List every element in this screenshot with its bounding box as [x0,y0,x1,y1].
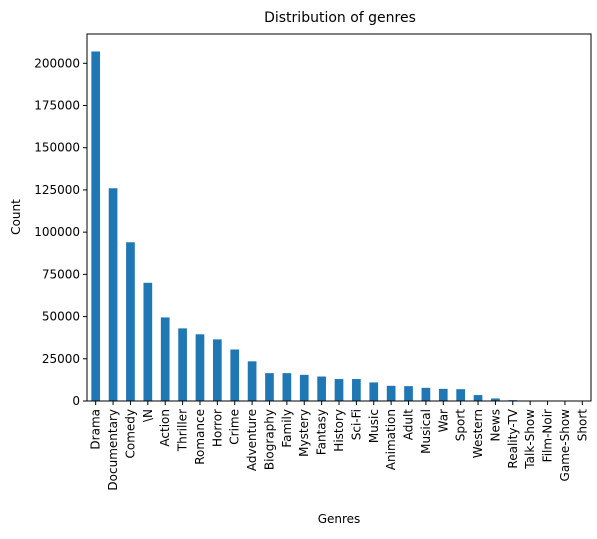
x-tick-label: Adventure [245,409,259,471]
x-tick-label: Documentary [106,409,120,491]
bar-14 [335,379,344,401]
bar-5 [178,328,187,401]
x-tick-label: \N [141,409,155,422]
bars-group [91,51,586,401]
bar-0 [91,51,100,401]
bar-4 [161,317,170,401]
x-tick-label: Mystery [297,409,311,457]
x-tick-label: Crime [228,409,242,445]
x-tick-label: Animation [384,409,398,470]
y-tick-label: 0 [72,394,80,408]
bar-12 [300,375,309,401]
bar-2 [126,242,135,401]
y-tick-label: 125000 [34,183,80,197]
bar-1 [109,188,118,401]
x-tick-label: Music [367,409,381,443]
x-tick-label: Game-Show [558,409,572,482]
x-tick-label: Action [158,409,172,447]
bar-3 [143,283,152,401]
bar-8 [230,350,239,401]
x-tick-label: Comedy [123,409,137,459]
x-tick-label: Western [471,409,485,458]
x-tick-label: Family [280,409,294,448]
y-axis-ticks: 0 25000 50000 75000 100000 125000 150000 175000… [34,56,87,408]
chart-title: Distribution of genres [264,10,416,26]
x-tick-label: Film-Noir [541,409,555,462]
y-tick-label: 200000 [34,56,80,70]
x-tick-label: Short [575,409,589,441]
bar-13 [317,377,326,401]
x-tick-label: Biography [262,409,276,470]
y-tick-label: 25000 [42,352,80,366]
y-tick-label: 75000 [42,267,80,281]
x-tick-label: Talk-Show [523,409,537,470]
x-tick-label: Drama [89,409,103,450]
x-tick-label: Thriller [176,409,190,452]
x-tick-label: Sci-Fi [349,409,363,440]
bar-21 [456,389,465,401]
y-tick-label: 100000 [34,225,80,239]
y-tick-label: 50000 [42,310,80,324]
x-tick-label: News [488,409,502,441]
x-tick-label: Reality-TV [506,408,520,468]
bar-10 [265,373,274,401]
bar-6 [196,334,205,401]
x-tick-label: History [332,409,346,452]
x-tick-label: Romance [193,409,207,465]
bar-20 [439,389,448,401]
x-tick-label: Horror [210,409,224,447]
y-axis-label: Count [9,199,23,235]
x-tick-label: War [436,409,450,432]
bar-11 [283,373,292,401]
x-tick-label: Adult [402,409,416,441]
bar-7 [213,339,222,401]
y-tick-label: 175000 [34,99,80,113]
x-tick-label: Sport [454,409,468,442]
y-tick-label: 150000 [34,141,80,155]
bar-22 [474,395,483,401]
x-tick-label: Fantasy [315,409,329,455]
bar-18 [404,386,413,401]
bar-9 [248,361,257,401]
bar-17 [387,386,396,401]
x-tick-label: Musical [419,409,433,454]
bar-16 [369,382,378,401]
bar-15 [352,379,361,401]
bar-19 [422,388,431,401]
x-axis-label: Genres [318,512,361,526]
